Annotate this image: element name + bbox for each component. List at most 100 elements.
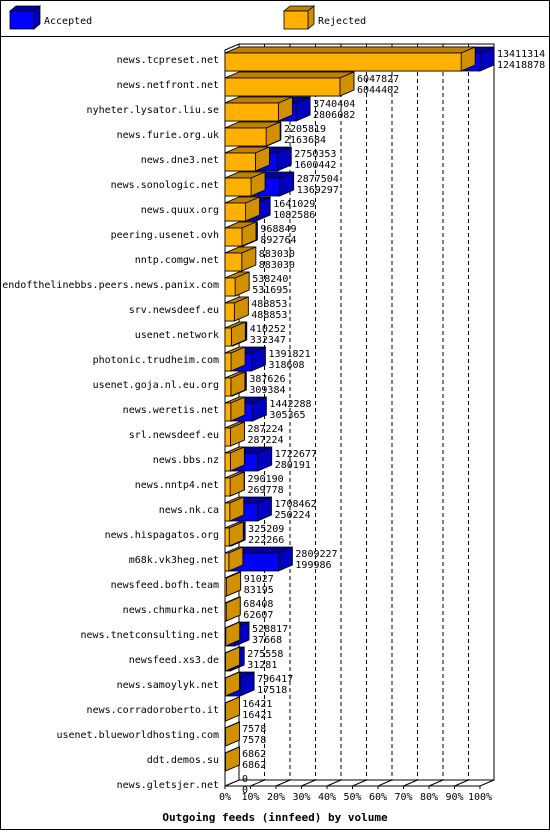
bar-rejected-front xyxy=(224,752,226,772)
category-label: news.tnetconsulting.net xyxy=(81,630,219,641)
bar-rejected-front xyxy=(224,452,231,472)
value-label-rejected: 2163684 xyxy=(284,135,326,146)
category-label: news.chmurka.net xyxy=(123,605,219,616)
category-label: news.weretis.net xyxy=(123,405,219,416)
category-label: newsfeed.xs3.de xyxy=(129,655,219,666)
value-label-accepted: 796417 xyxy=(257,674,293,685)
bar-rejected xyxy=(224,546,244,572)
bar-rejected xyxy=(224,271,250,297)
value-label-rejected: 0 xyxy=(242,785,248,796)
value-label-rejected: 318608 xyxy=(268,360,304,371)
category-label: srl.newsdeef.eu xyxy=(129,430,219,441)
bar-rejected-front xyxy=(224,402,232,422)
value-label-accepted: 6862 xyxy=(242,749,266,760)
bar-rejected xyxy=(224,696,240,722)
bar-rejected-front xyxy=(224,727,226,747)
value-label-accepted: 0 xyxy=(242,774,248,785)
category-label: photonic.trudheim.com xyxy=(93,355,219,366)
category-label: m68k.vk3heg.net xyxy=(129,555,219,566)
bar-rejected xyxy=(224,321,246,347)
category-label: news.quux.org xyxy=(141,205,219,216)
legend-swatch xyxy=(283,10,309,30)
bar-rejected xyxy=(224,121,281,147)
value-label-accepted: 68408 xyxy=(243,599,273,610)
value-label-accepted: 2205819 xyxy=(284,124,326,135)
gridline-floor xyxy=(352,779,367,787)
bar-rejected-front xyxy=(224,377,232,397)
value-label-accepted: 1641029 xyxy=(273,199,315,210)
bar-rejected-front xyxy=(224,52,462,72)
value-label-accepted: 1391821 xyxy=(268,349,310,360)
bar-rejected xyxy=(224,621,241,647)
value-label-accepted: 7578 xyxy=(242,724,266,735)
value-label-accepted: 488853 xyxy=(251,299,287,310)
category-label: usenet.network xyxy=(135,330,219,341)
category-label: nyheter.lysator.liu.se xyxy=(87,105,219,116)
value-label-rejected: 332347 xyxy=(250,335,286,346)
value-label-rejected: 250224 xyxy=(274,510,310,521)
category-label: news.gletsjer.net xyxy=(117,780,219,791)
value-label-rejected: 199986 xyxy=(295,560,331,571)
bar-rejected-front xyxy=(224,627,227,647)
bar-rejected xyxy=(224,221,257,247)
gridline-floor xyxy=(454,779,469,787)
value-label-rejected: 883030 xyxy=(259,260,295,271)
bar-rejected-front xyxy=(224,352,232,372)
category-label: news.nk.ca xyxy=(159,505,219,516)
bar-rejected-front xyxy=(224,652,226,672)
x-tick-label: 30% xyxy=(292,792,310,803)
bar-rejected xyxy=(224,596,241,622)
value-label-rejected: 2806082 xyxy=(313,110,355,121)
bar-rejected xyxy=(224,671,240,697)
x-tick-label: 70% xyxy=(394,792,412,803)
gridline-floor xyxy=(326,779,342,787)
bars xyxy=(224,46,495,772)
bar-rejected xyxy=(224,46,476,72)
chart-title: Outgoing feeds (innfeed) by volume xyxy=(162,811,388,824)
x-tick-label: 100% xyxy=(468,792,492,803)
value-label-accepted: 13411314 xyxy=(497,49,545,60)
value-label-accepted: 1722677 xyxy=(275,449,317,460)
bar-rejected xyxy=(224,746,240,772)
value-label-rejected: 6862 xyxy=(242,760,266,771)
bar-rejected-front xyxy=(224,277,236,297)
bar-rejected-front xyxy=(224,427,231,447)
category-label: srv.newsdeef.eu xyxy=(129,305,219,316)
legend-swatch xyxy=(9,10,35,30)
category-label: news.netfront.net xyxy=(117,80,219,91)
category-label: nntp.comgw.net xyxy=(135,255,219,266)
value-label-rejected: 37668 xyxy=(252,635,282,646)
gridline-floor xyxy=(403,779,418,787)
bar-rejected-front xyxy=(224,227,243,247)
value-label-accepted: 1442288 xyxy=(269,399,311,410)
value-label-accepted: 528817 xyxy=(252,624,288,635)
value-label-rejected: 305365 xyxy=(269,410,305,421)
bar-rejected xyxy=(224,496,245,522)
bar-rejected xyxy=(224,196,260,222)
value-label-accepted: 16421 xyxy=(242,699,272,710)
category-label: peering.usenet.ovh xyxy=(111,230,219,241)
gridline-floor xyxy=(377,779,393,787)
bar-rejected xyxy=(224,246,257,272)
x-tick-label: 50% xyxy=(343,792,361,803)
value-label-rejected: 7578 xyxy=(242,735,266,746)
bar-rejected-front xyxy=(224,177,252,197)
bar-rejected-front xyxy=(224,677,226,697)
value-label-accepted: 3740404 xyxy=(313,99,355,110)
bar-rejected-front xyxy=(224,202,246,222)
value-label-rejected: 17518 xyxy=(257,685,287,696)
value-label-accepted: 883030 xyxy=(259,249,295,260)
bar-rejected xyxy=(224,646,240,672)
value-label-accepted: 2809227 xyxy=(295,549,337,560)
legend-rejected: Rejected xyxy=(282,5,366,30)
legend-accepted: Accepted xyxy=(8,5,92,30)
category-label: news.furie.org.uk xyxy=(117,130,219,141)
bar-rejected-front xyxy=(224,302,235,322)
x-tick-label: 90% xyxy=(445,792,463,803)
category-labels: news.tcpreset.net news.netfront.net nyhete… xyxy=(2,55,219,791)
category-label: news.corradoroberto.it xyxy=(87,705,219,716)
bar-rejected xyxy=(224,721,240,747)
x-tick-label: 0% xyxy=(219,792,231,803)
